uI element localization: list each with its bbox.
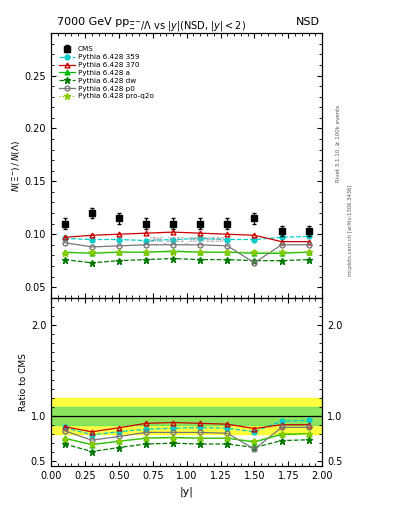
Pythia 6.428 dw [252, 258, 257, 264]
Pythia 6.428 p0 [279, 242, 284, 248]
Pythia 6.428 p0 [116, 243, 121, 249]
Pythia 6.428 359 [306, 233, 311, 240]
Pythia 6.428 a [116, 249, 121, 255]
Legend: CMS, Pythia 6.428 359, Pythia 6.428 370, Pythia 6.428 a, Pythia 6.428 dw, Pythia: CMS, Pythia 6.428 359, Pythia 6.428 370,… [56, 44, 156, 102]
Text: CMS_2011_S8978280: CMS_2011_S8978280 [149, 236, 225, 243]
Pythia 6.428 370 [198, 230, 203, 236]
X-axis label: |y|: |y| [180, 486, 194, 497]
Pythia 6.428 p0 [144, 242, 149, 248]
Pythia 6.428 a [198, 249, 203, 255]
Pythia 6.428 pro-q2o [198, 249, 203, 255]
Pythia 6.428 370 [306, 239, 311, 245]
Pythia 6.428 p0 [252, 260, 257, 266]
Pythia 6.428 dw [306, 257, 311, 263]
Pythia 6.428 359 [62, 236, 67, 242]
Pythia 6.428 359 [171, 237, 175, 243]
Pythia 6.428 dw [225, 257, 230, 263]
Pythia 6.428 dw [116, 258, 121, 264]
Y-axis label: Ratio to CMS: Ratio to CMS [19, 353, 28, 411]
Text: 7000 GeV pp: 7000 GeV pp [57, 16, 129, 27]
Pythia 6.428 370 [116, 231, 121, 237]
Pythia 6.428 p0 [90, 244, 94, 250]
Pythia 6.428 359 [116, 237, 121, 243]
Pythia 6.428 pro-q2o [62, 250, 67, 257]
Pythia 6.428 a [252, 250, 257, 257]
Pythia 6.428 359 [198, 236, 203, 242]
Pythia 6.428 dw [144, 257, 149, 263]
Pythia 6.428 a [90, 250, 94, 257]
Title: $\Xi^{-}/\Lambda$ vs $|y|$(NSD, $|y| < 2$): $\Xi^{-}/\Lambda$ vs $|y|$(NSD, $|y| < 2… [128, 19, 246, 33]
Text: Rivet 3.1.10, ≥ 100k events: Rivet 3.1.10, ≥ 100k events [336, 105, 341, 182]
Line: Pythia 6.428 370: Pythia 6.428 370 [62, 230, 311, 244]
Pythia 6.428 a [62, 249, 67, 255]
Pythia 6.428 pro-q2o [144, 249, 149, 255]
Pythia 6.428 359 [90, 237, 94, 243]
Pythia 6.428 370 [171, 229, 175, 235]
Pythia 6.428 a [144, 249, 149, 255]
Pythia 6.428 dw [62, 257, 67, 263]
Pythia 6.428 a [306, 249, 311, 255]
Line: Pythia 6.428 a: Pythia 6.428 a [62, 249, 311, 255]
Line: Pythia 6.428 p0: Pythia 6.428 p0 [62, 240, 311, 265]
Pythia 6.428 pro-q2o [306, 249, 311, 255]
Pythia 6.428 370 [279, 239, 284, 245]
Pythia 6.428 p0 [225, 243, 230, 249]
Text: mcplots.cern.ch [arXiv:1306.3436]: mcplots.cern.ch [arXiv:1306.3436] [348, 185, 353, 276]
Pythia 6.428 359 [225, 237, 230, 243]
Pythia 6.428 359 [252, 237, 257, 243]
Pythia 6.428 pro-q2o [171, 249, 175, 255]
Pythia 6.428 p0 [171, 242, 175, 248]
Pythia 6.428 p0 [306, 242, 311, 248]
Pythia 6.428 p0 [198, 242, 203, 248]
Pythia 6.428 dw [171, 255, 175, 262]
Pythia 6.428 pro-q2o [90, 249, 94, 255]
Pythia 6.428 359 [144, 238, 149, 244]
Pythia 6.428 370 [225, 231, 230, 237]
Pythia 6.428 dw [279, 258, 284, 264]
Pythia 6.428 370 [90, 232, 94, 239]
Pythia 6.428 pro-q2o [225, 249, 230, 255]
Pythia 6.428 a [225, 249, 230, 255]
Pythia 6.428 p0 [62, 240, 67, 246]
Pythia 6.428 dw [198, 257, 203, 263]
Bar [51, 407, 322, 425]
Pythia 6.428 370 [144, 230, 149, 236]
Y-axis label: $N(\Xi^{-})\,/\,N(\Lambda)$: $N(\Xi^{-})\,/\,N(\Lambda)$ [10, 139, 22, 191]
Pythia 6.428 359 [279, 234, 284, 241]
Line: Pythia 6.428 dw: Pythia 6.428 dw [61, 255, 312, 266]
Pythia 6.428 a [171, 248, 175, 254]
Pythia 6.428 pro-q2o [252, 249, 257, 255]
Pythia 6.428 370 [252, 232, 257, 239]
Pythia 6.428 370 [62, 234, 67, 241]
Line: Pythia 6.428 pro-q2o: Pythia 6.428 pro-q2o [61, 249, 312, 257]
Pythia 6.428 dw [90, 260, 94, 266]
Text: NSD: NSD [296, 16, 320, 27]
Pythia 6.428 a [279, 250, 284, 257]
Bar [51, 398, 322, 434]
Pythia 6.428 pro-q2o [279, 249, 284, 255]
Pythia 6.428 pro-q2o [116, 249, 121, 255]
Line: Pythia 6.428 359: Pythia 6.428 359 [62, 234, 311, 243]
